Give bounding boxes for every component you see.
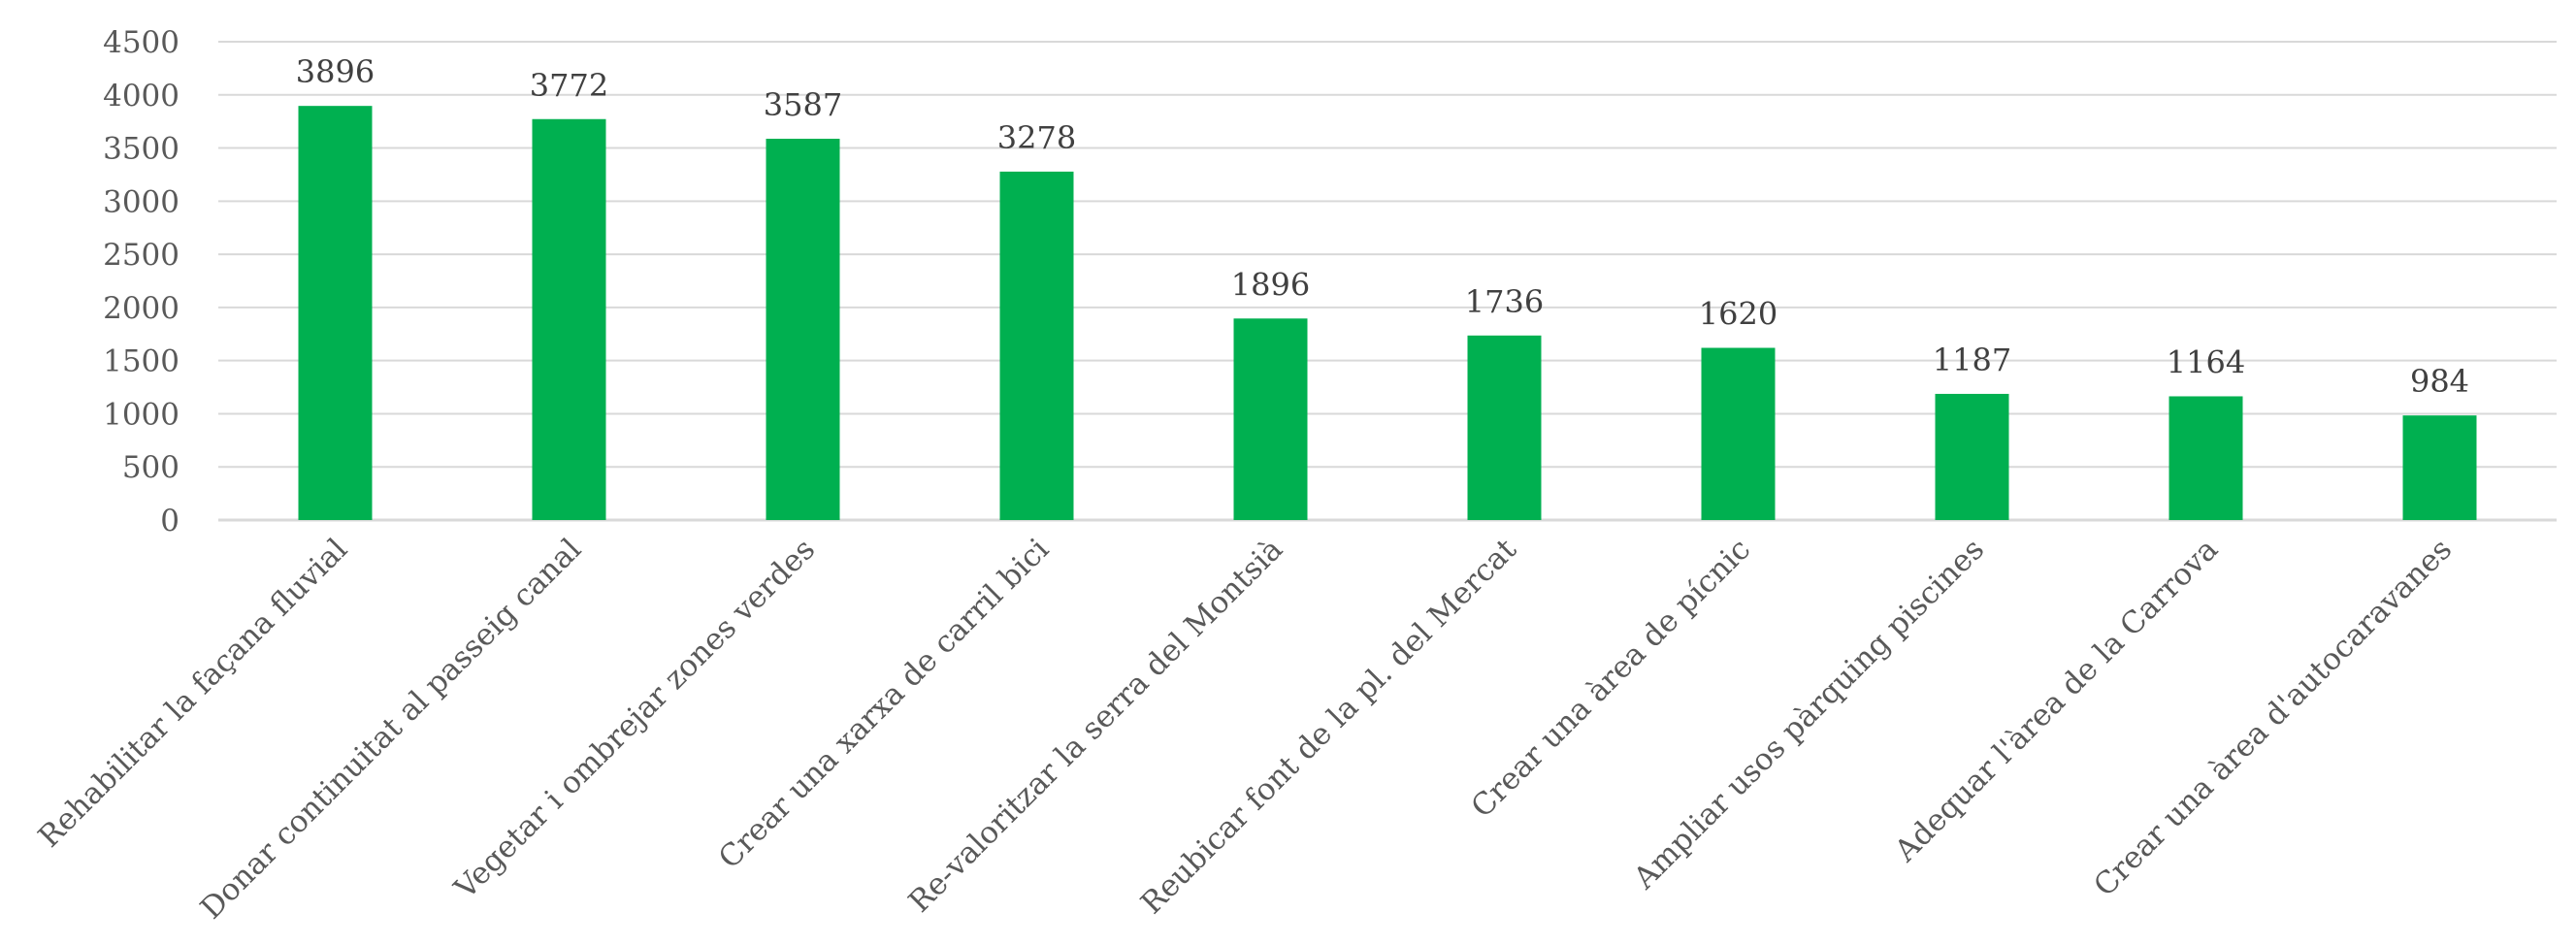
y-tick-label: 0 [160,504,179,538]
y-tick-label: 1500 [103,344,179,379]
bar [1935,393,2009,520]
y-tick-label: 500 [122,450,179,485]
x-tick-label: Crear una àrea de pícnic [1464,532,1757,825]
data-label: 1187 [1933,342,2011,378]
bar [1701,347,1776,520]
x-tick-label: Vegetar i ombrejar zones verdes [447,532,822,906]
bar [532,118,606,521]
gridlines [218,41,2557,522]
data-label: 1736 [1465,283,1544,320]
y-tick-label: 1000 [103,397,179,432]
bars [298,106,2477,521]
data-label: 3587 [764,86,842,123]
data-label: 3278 [997,119,1076,156]
x-tick-label: Reubicar font de la pl. del Mercat [1134,532,1524,922]
bar [2402,415,2477,520]
bar [2168,396,2243,520]
y-tick-label: 4500 [103,25,179,60]
x-tick-label: Crear una àrea d'autocaravanes [2087,532,2459,903]
data-label: 1164 [2167,343,2245,380]
data-label: 984 [2410,363,2469,400]
bar [298,106,373,520]
data-label: 1620 [1699,296,1777,333]
y-tick-label: 4000 [103,79,179,114]
data-label: 3896 [296,53,375,90]
x-tick-label: Re-valoritzar la serra del Montsià [902,532,1290,920]
y-tick-label: 3500 [103,132,179,167]
y-tick-label: 2000 [103,291,179,326]
bar [999,171,1074,520]
bar [1467,335,1542,520]
x-tick-label: Donar continuitat al passeig canal [194,532,588,926]
y-tick-label: 3000 [103,184,179,219]
y-tick-label: 2500 [103,238,179,273]
bar [766,139,840,520]
data-labels: 3896 3772 3587 3278 1896 1736 1620 1187 1164 984 [296,53,2469,400]
bar [1233,318,1308,520]
y-axis-tick-labels: 0 500 1000 1500 2000 2500 3000 3500 4000 4500 [103,25,179,538]
data-label: 3772 [530,67,608,104]
data-label: 1896 [1231,266,1310,303]
